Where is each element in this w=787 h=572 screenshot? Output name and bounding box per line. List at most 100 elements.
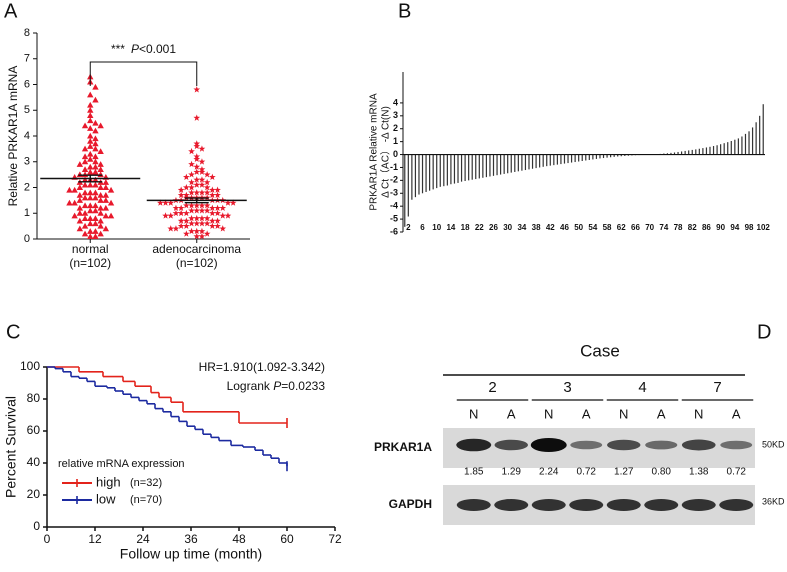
legend-label: high [96, 474, 121, 489]
point [193, 181, 200, 187]
point [199, 233, 206, 239]
bar [706, 147, 707, 154]
bar [748, 131, 749, 154]
bar [578, 155, 579, 162]
size-label: 50KD [762, 439, 785, 449]
band [607, 499, 641, 511]
legend-n: (n=32) [130, 477, 162, 489]
panel-label: C [6, 321, 20, 343]
bar [756, 122, 757, 154]
x-tick-label: 60 [280, 532, 294, 546]
annotation-p: P [273, 379, 281, 393]
point [173, 225, 180, 231]
point [82, 189, 88, 195]
point [87, 215, 93, 221]
y-tick-label: 4 [24, 130, 30, 142]
point [188, 228, 195, 234]
annotation-value: <0.001 [139, 42, 176, 56]
point [225, 212, 232, 218]
point [103, 179, 109, 185]
annotation-p: P [131, 42, 139, 56]
bar [450, 155, 451, 185]
point [183, 230, 190, 236]
point [193, 86, 200, 92]
y-tick-label: 2 [393, 123, 398, 133]
bar [443, 155, 444, 187]
panel-label: B [398, 0, 411, 22]
case-label: 7 [713, 379, 721, 396]
bar [429, 155, 430, 191]
bar [582, 155, 583, 161]
y-tick-label: 3 [393, 110, 398, 120]
annotation: HR=1.910(1.092-3.342) [199, 360, 325, 374]
x-tick-label: 48 [232, 532, 246, 546]
y-tick-label: -5 [390, 213, 398, 223]
x-tick-label: 38 [532, 223, 541, 232]
x-tick-label: 36 [184, 532, 198, 546]
n-label: (n=102) [69, 256, 111, 270]
point [167, 225, 174, 231]
y-tick-label: 7 [24, 53, 30, 65]
case-label: 2 [488, 379, 496, 396]
bar [408, 155, 409, 217]
x-tick-label: 82 [688, 223, 697, 232]
bar [500, 155, 501, 175]
bar [525, 155, 526, 170]
band [532, 499, 566, 511]
bar [465, 155, 466, 181]
point [199, 158, 206, 164]
lane-label: N [544, 406, 553, 421]
x-tick-label: 12 [88, 532, 102, 546]
annotation-value: =0.0233 [281, 379, 325, 393]
blot-title: Case [580, 341, 620, 360]
bar [560, 155, 561, 165]
point [183, 184, 190, 190]
x-tick-label: 58 [603, 223, 612, 232]
y-axis-label: Δ Ct（AC） -Δ Ct(N) [380, 106, 392, 198]
point [103, 192, 109, 198]
point [87, 133, 93, 139]
point [103, 205, 109, 211]
x-tick-label: 94 [730, 223, 739, 232]
y-tick-label: 2 [24, 181, 30, 193]
x-tick-label: 26 [489, 223, 498, 232]
bar [571, 155, 572, 163]
x-tick-label: 78 [674, 223, 683, 232]
band [570, 441, 602, 450]
point [219, 225, 226, 231]
point [219, 212, 226, 218]
point [66, 187, 72, 193]
point [204, 207, 211, 213]
band [569, 499, 603, 511]
x-tick-label: 22 [475, 223, 484, 232]
x-tick-label: adenocarcinoma [152, 242, 241, 256]
bracket [90, 62, 197, 86]
point [92, 215, 98, 221]
bar [741, 136, 742, 154]
x-tick-label: 62 [617, 223, 626, 232]
point [183, 174, 190, 180]
point [188, 220, 195, 226]
point [162, 212, 169, 218]
bar [692, 150, 693, 155]
point [193, 169, 200, 175]
point [199, 181, 206, 187]
point [214, 223, 221, 229]
bar [486, 155, 487, 178]
bar [716, 145, 717, 154]
bar [425, 155, 426, 192]
bar [727, 142, 728, 154]
y-tick-label: 0 [33, 519, 40, 533]
point [92, 97, 98, 103]
bar [759, 116, 760, 155]
lane-label: A [657, 406, 666, 421]
bar [415, 155, 416, 198]
bar [418, 155, 419, 195]
ratio-label: 2.24 [539, 467, 559, 478]
point [199, 220, 206, 226]
ratio-label: 0.72 [577, 467, 597, 478]
bar [532, 155, 533, 169]
y-tick-label: 0 [24, 233, 30, 245]
annotation: ***P<0.001 [111, 42, 176, 56]
point [188, 171, 195, 177]
